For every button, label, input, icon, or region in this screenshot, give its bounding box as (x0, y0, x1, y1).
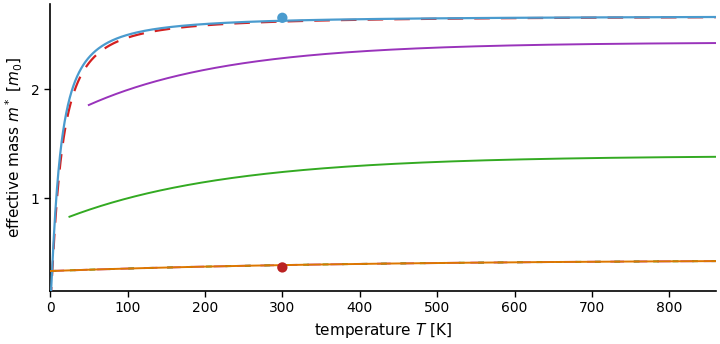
Point (276, 265, 288, 270)
X-axis label: temperature $T$ [K]: temperature $T$ [K] (314, 321, 452, 340)
Point (276, 15, 288, 21)
Y-axis label: effective mass $m^*$ [$m_0$]: effective mass $m^*$ [$m_0$] (4, 57, 25, 238)
